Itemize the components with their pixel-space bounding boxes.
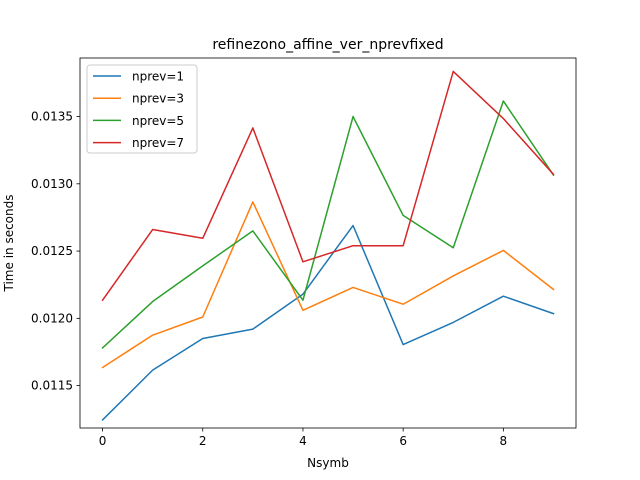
series-line-3 [101,100,555,350]
x-tick-label: 2 [199,434,207,448]
legend: nprev=1 nprev=3 nprev=5 nprev=7 [86,64,198,154]
y-tick-label: 0.0125 [31,244,73,258]
y-axis-ticks: 0.0115 0.0120 0.0125 0.0130 0.0135 [31,110,80,393]
y-tick-label: 0.0120 [31,311,73,325]
chart-title: refinezono_affine_ver_nprevfixed [212,37,443,53]
plot-frame [79,57,577,429]
y-tick-label: 0.0135 [31,110,73,124]
y-tick-label: 0.0115 [31,379,73,393]
x-axis-ticks: 0 2 4 6 8 [99,428,507,448]
y-tick-label: 0.0130 [31,177,73,191]
x-tick-label: 6 [399,434,407,448]
series-layer [101,70,555,421]
legend-label-2: nprev=3 [132,92,184,106]
y-axis-label: Time in seconds [2,195,16,293]
x-tick-label: 4 [299,434,307,448]
legend-label-4: nprev=7 [132,136,184,150]
x-axis-label: Nsymb [307,456,349,470]
x-tick-label: 8 [500,434,508,448]
legend-box [86,64,198,154]
legend-label-3: nprev=5 [132,114,184,128]
series-line-4 [101,70,555,302]
legend-label-1: nprev=1 [132,70,184,84]
series-line-1 [101,224,555,421]
series-line-2 [101,201,555,369]
x-tick-label: 0 [99,434,107,448]
